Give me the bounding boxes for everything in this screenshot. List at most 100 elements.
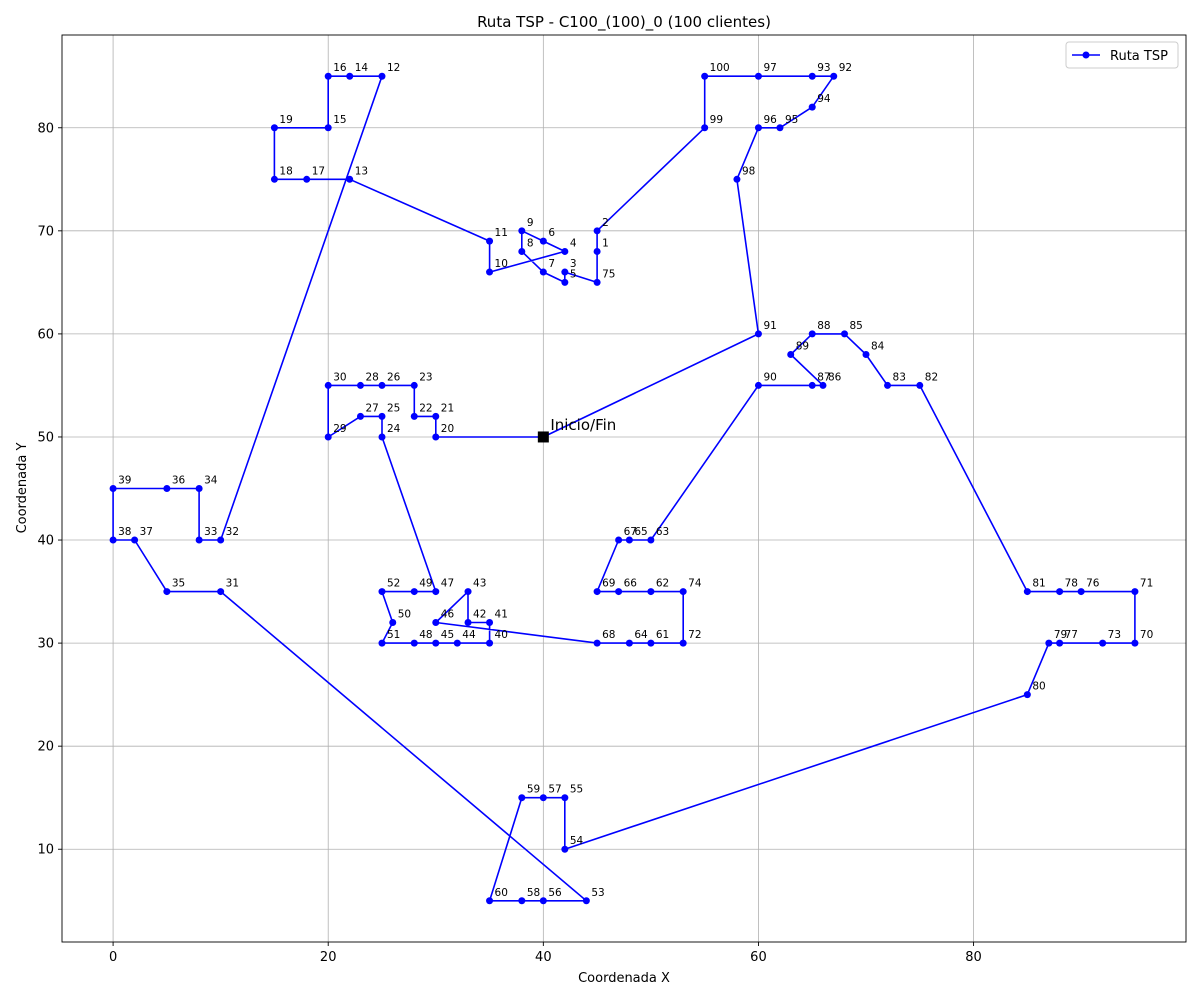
- route-point-81: [1023, 588, 1031, 596]
- route-point-29: [324, 433, 332, 441]
- route-point-55: [561, 794, 569, 802]
- node-label-52: 52: [387, 578, 400, 590]
- route-point-79: [1045, 639, 1053, 647]
- route-point-52: [378, 588, 386, 596]
- route-point-23: [410, 381, 418, 389]
- route-point-69: [593, 588, 601, 596]
- node-label-23: 23: [419, 371, 432, 383]
- route-point-72: [679, 639, 687, 647]
- node-label-38: 38: [118, 526, 131, 538]
- route-point-36: [163, 485, 171, 492]
- route-point-46: [432, 618, 440, 626]
- depot-label: Inicio/Fin: [550, 416, 616, 434]
- node-label-5: 5: [570, 268, 577, 280]
- node-label-33: 33: [204, 526, 217, 538]
- route-point-86: [819, 381, 827, 389]
- node-label-87: 87: [817, 371, 830, 383]
- legend-entry-ruta-tsp: Ruta TSP: [1110, 49, 1168, 64]
- node-label-64: 64: [634, 629, 648, 641]
- route-point-50: [389, 618, 397, 626]
- route-point-84: [862, 351, 870, 359]
- route-points: [109, 72, 1139, 905]
- node-label-66: 66: [624, 578, 638, 590]
- depot-marker: [537, 431, 549, 443]
- route-point-88: [808, 330, 816, 338]
- route-point-64: [625, 639, 633, 647]
- node-label-40: 40: [495, 629, 508, 641]
- node-label-49: 49: [419, 578, 432, 590]
- route-point-58: [518, 897, 526, 905]
- route-point-99: [701, 124, 709, 132]
- node-label-45: 45: [441, 629, 454, 641]
- route-point-14: [346, 72, 354, 80]
- route-point-31: [217, 588, 225, 596]
- y-tick-label: 50: [37, 430, 54, 445]
- node-label-76: 76: [1086, 578, 1100, 590]
- node-label-95: 95: [785, 114, 798, 126]
- y-tick-label: 40: [37, 534, 54, 549]
- node-label-1: 1: [602, 237, 609, 249]
- node-label-25: 25: [387, 402, 400, 414]
- node-label-72: 72: [688, 629, 701, 641]
- route-point-98: [733, 175, 741, 183]
- node-label-28: 28: [365, 371, 378, 383]
- route-point-93: [808, 72, 816, 80]
- route-point-78: [1056, 588, 1064, 596]
- axis-ticks: 0 20 40 60 80 10 20 30 40 50 60 70 80: [37, 121, 981, 965]
- node-label-21: 21: [441, 402, 454, 414]
- node-label-99: 99: [710, 114, 723, 126]
- route-point-82: [916, 381, 924, 389]
- route-point-76: [1077, 588, 1085, 596]
- route-point-59: [518, 794, 526, 802]
- node-label-58: 58: [527, 887, 540, 899]
- node-label-74: 74: [688, 578, 702, 590]
- node-label-53: 53: [591, 887, 604, 899]
- y-tick-label: 20: [37, 740, 54, 755]
- y-tick-label: 80: [37, 121, 54, 136]
- route-point-73: [1099, 639, 1107, 647]
- route-path: [112, 75, 1136, 902]
- route-point-45: [432, 639, 440, 647]
- route-point-100: [701, 72, 709, 80]
- route-point-37: [131, 536, 139, 544]
- route-point-87: [808, 381, 816, 389]
- node-label-42: 42: [473, 608, 486, 620]
- node-label-3: 3: [570, 258, 577, 270]
- node-label-9: 9: [527, 217, 534, 229]
- x-tick-label: 0: [109, 950, 117, 965]
- route-point-24: [378, 433, 386, 441]
- node-label-26: 26: [387, 371, 401, 383]
- node-label-14: 14: [355, 62, 369, 74]
- node-label-63: 63: [656, 526, 669, 538]
- route-point-70: [1131, 639, 1139, 647]
- route-point-26: [378, 381, 386, 389]
- node-label-6: 6: [548, 227, 555, 239]
- node-label-94: 94: [817, 93, 831, 105]
- route-point-27: [356, 412, 364, 420]
- route-point-42: [464, 618, 472, 626]
- node-label-60: 60: [495, 887, 508, 899]
- node-label-78: 78: [1065, 578, 1078, 590]
- x-axis-label: Coordenada X: [578, 971, 670, 986]
- route-point-33: [195, 536, 203, 544]
- node-label-22: 22: [419, 402, 432, 414]
- route-point-67: [615, 536, 623, 544]
- node-label-68: 68: [602, 629, 615, 641]
- route-point-38: [109, 536, 117, 544]
- route-point-83: [884, 381, 892, 389]
- route-point-80: [1023, 691, 1031, 699]
- route-point-71: [1131, 588, 1139, 596]
- route-point-15: [324, 124, 332, 132]
- y-tick-label: 30: [37, 637, 54, 652]
- node-label-7: 7: [548, 258, 555, 270]
- node-label-17: 17: [312, 165, 325, 177]
- route-point-56: [539, 897, 547, 905]
- route-point-4: [561, 247, 569, 255]
- route-point-25: [378, 412, 386, 420]
- node-label-54: 54: [570, 835, 584, 847]
- node-label-11: 11: [495, 227, 508, 239]
- node-label-48: 48: [419, 629, 432, 641]
- node-label-8: 8: [527, 237, 534, 249]
- route-point-1: [593, 247, 601, 255]
